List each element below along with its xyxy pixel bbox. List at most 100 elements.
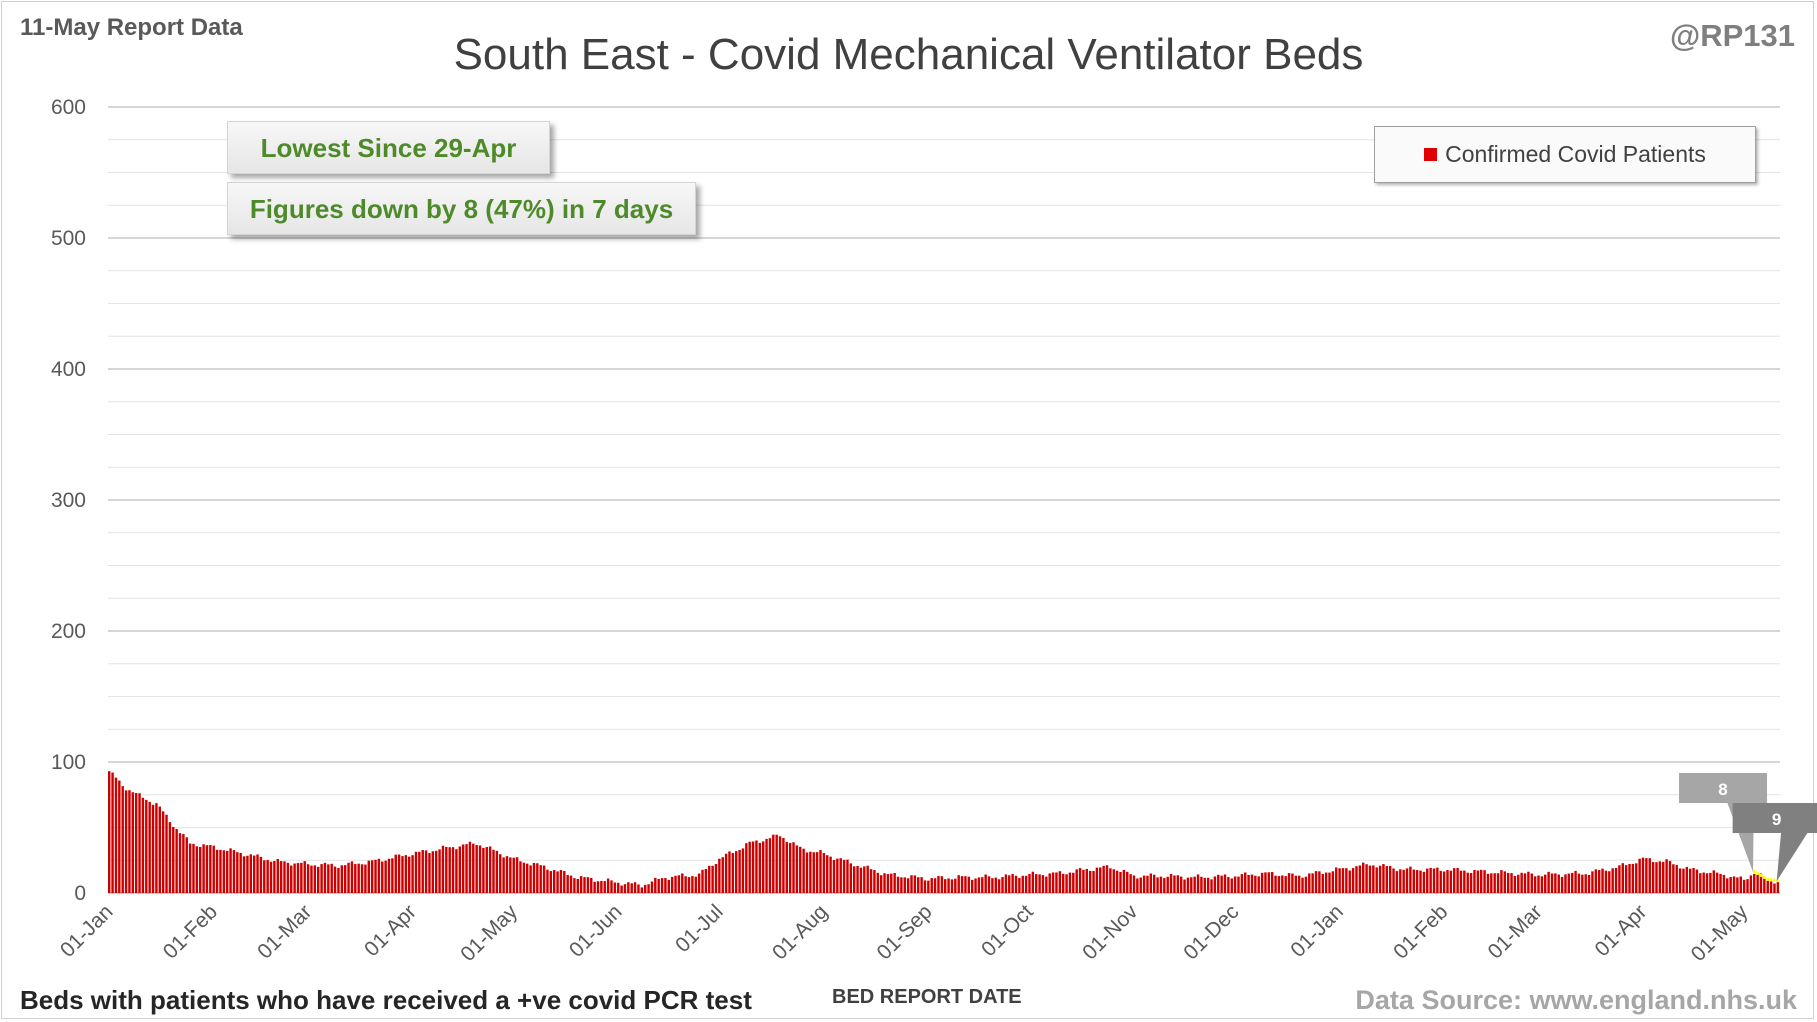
bar: [1099, 867, 1102, 893]
bar: [552, 870, 556, 893]
bar: [1668, 860, 1672, 893]
bar: [1304, 876, 1308, 893]
bar: [468, 841, 472, 893]
bar: [145, 799, 148, 893]
bar: [1645, 858, 1648, 893]
bar: [876, 872, 880, 893]
bar: [1270, 871, 1274, 893]
bar: [1244, 872, 1247, 893]
bar: [691, 876, 694, 893]
bar: [1109, 868, 1112, 893]
bar: [866, 865, 869, 893]
y-axis-ticks: 0 100 200 300 400 500 600: [51, 96, 86, 905]
bar: [1614, 867, 1618, 893]
bar: [1297, 875, 1301, 893]
bar: [1466, 872, 1469, 893]
bar: [1132, 875, 1136, 893]
bar: [1041, 875, 1045, 893]
bar: [735, 851, 738, 893]
bar: [424, 850, 428, 893]
bar: [293, 863, 296, 893]
bar: [890, 873, 893, 893]
bar: [165, 814, 168, 893]
bar: [1294, 875, 1298, 893]
bar: [1291, 873, 1294, 893]
bar: [917, 877, 920, 893]
bar: [677, 875, 681, 893]
bar: [219, 849, 222, 893]
bar: [1564, 874, 1567, 893]
x-tick-label: 01-Feb: [159, 900, 222, 963]
bar: [701, 869, 704, 893]
bar: [1166, 876, 1169, 893]
bar: [1665, 859, 1668, 893]
bar: [394, 854, 397, 893]
bar: [1115, 870, 1119, 893]
highlight-bar-cap: [1756, 872, 1759, 876]
bar: [1584, 874, 1587, 893]
bar: [111, 772, 114, 893]
bar: [1399, 869, 1402, 893]
bar: [1220, 875, 1223, 893]
bar: [1257, 876, 1260, 893]
bar: [529, 865, 532, 893]
bar: [1520, 872, 1523, 893]
bar: [785, 841, 788, 893]
bar: [1153, 874, 1156, 893]
bar: [377, 858, 381, 893]
bar: [1705, 873, 1709, 893]
bar: [647, 884, 650, 893]
bar: [681, 873, 684, 893]
bar: [583, 877, 586, 893]
bar: [1331, 871, 1335, 893]
bar: [1375, 867, 1378, 893]
bar: [1493, 873, 1496, 893]
bar: [128, 790, 131, 893]
bar: [600, 880, 603, 893]
bar: [236, 852, 239, 893]
bar: [1702, 872, 1705, 893]
bar: [873, 870, 876, 893]
bar: [1678, 868, 1682, 893]
bar: [485, 847, 488, 893]
legend-label: Confirmed Covid Patients: [1445, 141, 1706, 167]
bar: [1719, 873, 1722, 893]
bar: [748, 841, 751, 893]
bar: [627, 882, 630, 893]
bar: [906, 878, 910, 893]
bar: [1463, 870, 1466, 893]
bar: [1766, 878, 1769, 893]
bar: [994, 877, 997, 893]
data-label: 9: [1772, 810, 1781, 829]
bar: [391, 858, 394, 893]
bar: [1621, 863, 1624, 893]
bar: [401, 856, 404, 893]
bar: [1473, 869, 1476, 893]
bar: [623, 884, 627, 893]
bar: [1527, 871, 1530, 893]
bar: [1072, 872, 1075, 893]
bar: [1277, 876, 1281, 893]
bar: [1533, 876, 1537, 893]
bar: [509, 857, 512, 893]
bar: [617, 882, 620, 893]
y-tick-label: 0: [74, 882, 86, 905]
bar: [694, 876, 697, 893]
bar: [327, 864, 330, 893]
bar: [1571, 872, 1574, 893]
bar: [431, 851, 435, 893]
bar: [502, 857, 505, 893]
bar: [1426, 868, 1429, 893]
x-tick-label: 01-Jan: [56, 900, 118, 962]
bar: [1587, 874, 1591, 893]
bar: [815, 852, 819, 893]
highlight-bar-cap: [1769, 878, 1773, 882]
bar: [984, 874, 987, 893]
bar: [118, 780, 121, 893]
bar: [482, 847, 485, 893]
bar: [1604, 870, 1608, 893]
bar: [1412, 869, 1415, 893]
bar: [1183, 879, 1186, 893]
bar: [1250, 874, 1254, 893]
bar: [1159, 876, 1163, 893]
